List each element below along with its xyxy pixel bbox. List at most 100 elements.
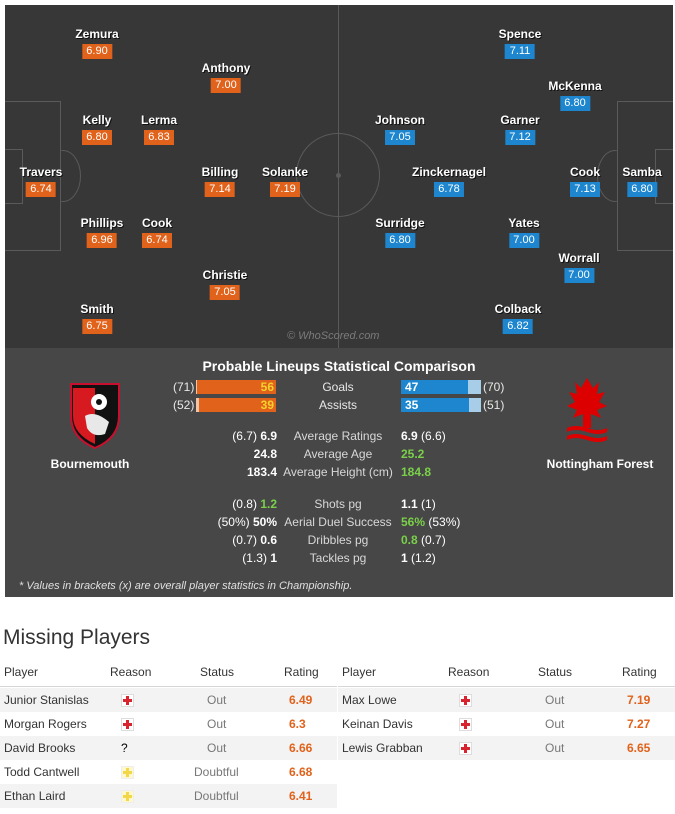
home-player[interactable]: Billing 7.14 — [202, 165, 238, 197]
missing-player-row[interactable]: Junior Stanislas Out 6.49 — [0, 688, 337, 712]
column-header-status[interactable]: Status — [538, 665, 573, 679]
home-value: 24.8 — [253, 447, 277, 461]
away-bar-fill: 47 — [401, 380, 468, 394]
home-stat: (0.8) 1.2 — [232, 497, 277, 511]
missing-status: Out — [207, 741, 227, 755]
column-header-player[interactable]: Player — [4, 665, 39, 679]
stat-row: (6.7) 6.9 Average Ratings 6.9 (6.6) — [5, 429, 673, 445]
missing-reason — [459, 712, 472, 736]
home-player[interactable]: Solanke 7.19 — [262, 165, 308, 197]
player-rating-badge: 6.90 — [81, 44, 112, 59]
player-name: Cook — [570, 165, 600, 179]
missing-reason — [121, 784, 134, 808]
home-value: 50% — [252, 515, 277, 529]
away-player[interactable]: Zinckernagel 6.78 — [412, 165, 486, 197]
home-player[interactable]: Phillips 6.96 — [81, 216, 123, 248]
missing-player-row[interactable]: Keinan Davis Out 7.27 — [338, 712, 675, 736]
player-name: Yates — [508, 216, 540, 230]
home-player[interactable]: Smith 6.75 — [80, 302, 114, 334]
missing-player-name[interactable]: Ethan Laird — [4, 789, 66, 803]
missing-player-row[interactable]: Todd Cantwell Doubtful 6.68 — [0, 760, 337, 784]
lineup-pitch: Zemura 6.90 Anthony 7.00 Kelly 6.80 Lerma 6.83 T… — [5, 5, 673, 348]
away-value: 25.2 — [401, 447, 425, 461]
injury-icon — [121, 694, 134, 708]
missing-player-row[interactable]: Lewis Grabban Out 6.65 — [338, 736, 675, 760]
missing-player-row[interactable]: Ethan Laird Doubtful 6.41 — [0, 784, 337, 808]
player-name: Smith — [80, 302, 114, 316]
watermark: © WhoScored.com — [287, 330, 380, 342]
away-overall: (0.7) — [421, 533, 446, 547]
away-player[interactable]: Yates 7.00 — [508, 216, 540, 248]
missing-player-row[interactable]: David Brooks? Out 6.66 — [0, 736, 337, 760]
missing-status: Out — [207, 717, 227, 731]
player-name: Surridge — [375, 216, 425, 230]
stat-label: Average Ratings — [293, 429, 383, 443]
header-divider — [0, 686, 337, 687]
column-header-reason[interactable]: Reason — [110, 665, 152, 679]
home-overall: (50%) — [217, 515, 250, 529]
home-player[interactable]: Christie 7.05 — [203, 268, 247, 300]
home-bar-value: 56 — [260, 380, 274, 394]
player-name: Cook — [142, 216, 172, 230]
bar-label: Goals — [322, 380, 354, 394]
away-player[interactable]: McKenna 6.80 — [548, 79, 602, 111]
away-value: 184.8 — [401, 465, 432, 479]
away-overall: (1.2) — [411, 551, 436, 565]
away-player[interactable]: Samba 6.80 — [622, 165, 662, 197]
player-rating-badge: 7.13 — [570, 182, 600, 197]
doubtful-icon — [121, 790, 134, 804]
missing-player-name[interactable]: Lewis Grabban — [342, 741, 423, 755]
player-rating-badge: 6.74 — [25, 182, 56, 197]
away-player[interactable]: Spence 7.11 — [498, 27, 542, 59]
away-value: 1.1 — [401, 497, 418, 511]
missing-rating: 6.3 — [289, 717, 306, 731]
missing-player-name[interactable]: Morgan Rogers — [4, 717, 87, 731]
stats-footnote: * Values in brackets (x) are overall pla… — [19, 580, 353, 592]
player-rating-badge: 6.83 — [144, 130, 174, 145]
missing-reason — [459, 736, 472, 760]
away-player[interactable]: Cook 7.13 — [570, 165, 600, 197]
away-player[interactable]: Garner 7.12 — [500, 113, 540, 145]
player-rating-badge: 6.80 — [82, 130, 112, 145]
column-header-rating[interactable]: Rating — [284, 665, 319, 679]
away-bar-value: 35 — [405, 398, 419, 412]
missing-player-name[interactable]: Todd Cantwell — [4, 765, 80, 779]
away-bar-value: 47 — [405, 380, 419, 394]
missing-player-name[interactable]: Max Lowe — [342, 693, 397, 707]
away-player[interactable]: Worrall 7.00 — [558, 251, 600, 283]
stat-row: (0.8) 1.2 Shots pg 1.1 (1) — [5, 497, 673, 513]
away-player[interactable]: Johnson 7.05 — [375, 113, 425, 145]
home-overall: (0.7) — [232, 533, 257, 547]
bournemouth-crest — [70, 383, 120, 450]
centre-circle — [296, 133, 380, 217]
column-header-player[interactable]: Player — [342, 665, 377, 679]
home-player[interactable]: Anthony 7.00 — [202, 61, 250, 93]
home-player[interactable]: Travers 6.74 — [19, 165, 63, 197]
column-header-status[interactable]: Status — [200, 665, 235, 679]
missing-player-name[interactable]: Keinan Davis — [342, 717, 413, 731]
away-stat: 184.8 — [401, 465, 431, 479]
away-player[interactable]: Surridge 6.80 — [375, 216, 425, 248]
missing-player-name[interactable]: Junior Stanislas — [4, 693, 89, 707]
stat-row: (0.7) 0.6 Dribbles pg 0.8 (0.7) — [5, 533, 673, 549]
home-player[interactable]: Zemura 6.90 — [75, 27, 119, 59]
home-player[interactable]: Kelly 6.80 — [82, 113, 112, 145]
away-player[interactable]: Colback 6.82 — [495, 302, 541, 334]
missing-player-row[interactable]: Morgan Rogers Out 6.3 — [0, 712, 337, 736]
home-team-name: Bournemouth — [50, 457, 130, 471]
missing-player-row[interactable]: Max Lowe Out 7.19 — [338, 688, 675, 712]
home-overall: (6.7) — [232, 429, 257, 443]
column-header-rating[interactable]: Rating — [622, 665, 657, 679]
away-penalty-box — [617, 101, 673, 251]
stat-bar-row: (52) 39 Assists 35 (51) — [5, 397, 673, 413]
player-name: Spence — [498, 27, 542, 41]
missing-player-name[interactable]: David Brooks — [4, 741, 76, 755]
missing-status: Out — [545, 717, 565, 731]
home-value: 1 — [270, 551, 277, 565]
player-name: Travers — [19, 165, 63, 179]
home-player[interactable]: Cook 6.74 — [142, 216, 172, 248]
column-header-reason[interactable]: Reason — [448, 665, 490, 679]
player-name: McKenna — [548, 79, 602, 93]
home-player[interactable]: Lerma 6.83 — [141, 113, 177, 145]
player-name: Zinckernagel — [411, 165, 487, 179]
